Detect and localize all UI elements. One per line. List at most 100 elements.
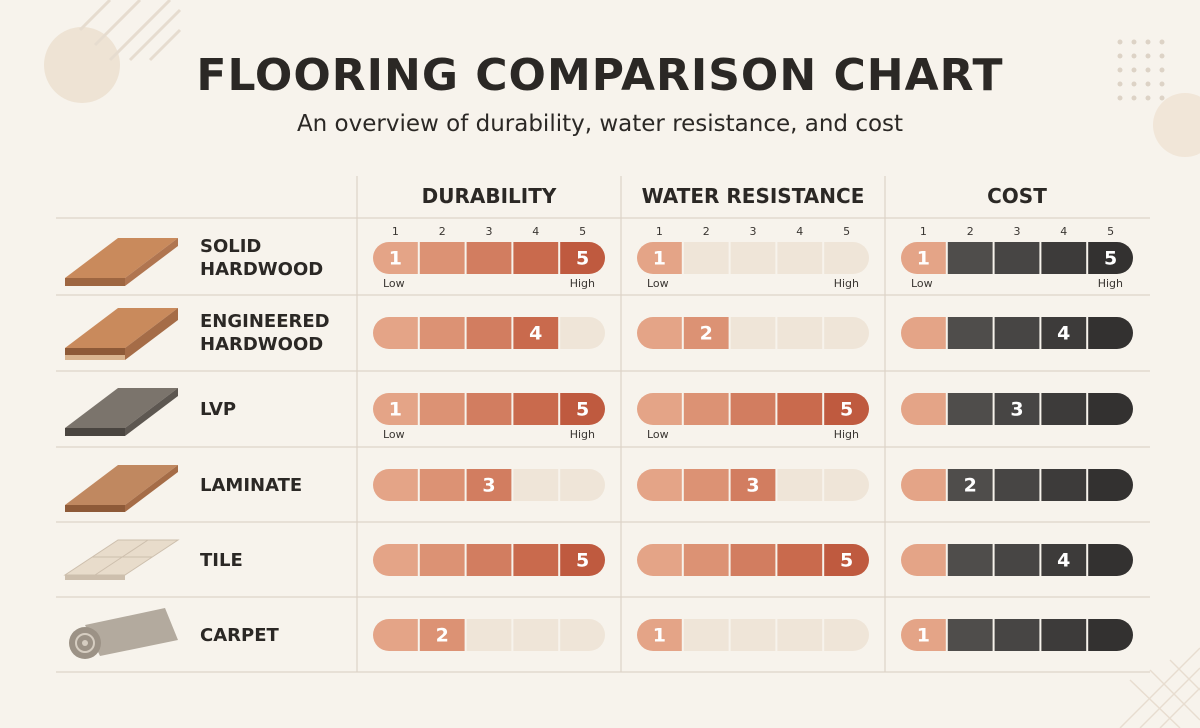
decor-dot: [1159, 39, 1165, 45]
rating-segment: [683, 619, 729, 651]
rating-segment: [637, 242, 682, 274]
rating-segment: [1088, 393, 1133, 425]
rating-segment: [730, 619, 776, 651]
scale-low: Low: [383, 428, 405, 441]
rating-bar: [373, 242, 605, 274]
rating-segment: [1041, 242, 1087, 274]
decor-dot: [1145, 53, 1151, 59]
rating-segment: [373, 619, 418, 651]
rating-value: 4: [529, 323, 542, 345]
rating-segment: [947, 619, 993, 651]
scale-label: 5: [843, 225, 850, 238]
rating-segment: [1041, 317, 1087, 349]
rating-bar: [373, 544, 605, 576]
row-name: SOLID HARDWOOD: [200, 236, 324, 280]
title: FLOORING COMPARISON CHART: [196, 50, 1004, 101]
row-name: LVP: [200, 398, 237, 420]
rating-segment: [637, 393, 682, 425]
icon-lvp: [65, 388, 178, 436]
scale-label: 4: [796, 225, 803, 238]
rating-segment: [373, 317, 418, 349]
rating-segment: [901, 544, 946, 576]
rating-segment: [730, 469, 776, 501]
rating-segment: [513, 317, 559, 349]
decor-dot: [1145, 81, 1151, 87]
scale-label: 1: [656, 225, 663, 238]
rating-segment: [824, 619, 869, 651]
rating-value: 5: [576, 399, 589, 421]
rating-segment: [466, 544, 512, 576]
scale-label: 2: [703, 225, 710, 238]
rating-value: 3: [482, 475, 495, 497]
rating-segment: [637, 469, 682, 501]
rating-segment: [683, 544, 729, 576]
rating-segment: [824, 469, 869, 501]
rating-segment: [947, 393, 993, 425]
decor-dot: [1145, 95, 1151, 101]
scale-label: 5: [579, 225, 586, 238]
rating-segment: [730, 317, 776, 349]
rating-value: 4: [1057, 323, 1070, 345]
rating-segment: [994, 317, 1040, 349]
rating-segment: [1041, 393, 1087, 425]
decor-dot: [1145, 39, 1151, 45]
decor-dot: [1117, 67, 1123, 73]
rating-segment: [560, 317, 605, 349]
rating-value: 1: [653, 625, 666, 647]
rating-segment: [730, 242, 776, 274]
decor-dot: [1131, 81, 1137, 87]
rating-segment: [373, 469, 418, 501]
rating-bar: [637, 619, 869, 651]
rating-bar: [637, 317, 869, 349]
scale-low: Low: [383, 277, 405, 290]
rating-segment: [419, 619, 465, 651]
decor-dot: [1117, 95, 1123, 101]
rating-bar: [373, 469, 605, 501]
column-header: COST: [987, 184, 1047, 208]
scale-label: 2: [439, 225, 446, 238]
rating-segment: [901, 317, 946, 349]
rating-segment: [901, 619, 946, 651]
rating-value: 5: [576, 550, 589, 572]
rating-value: 5: [840, 399, 853, 421]
rating-bar: [373, 393, 605, 425]
rating-segment: [947, 317, 993, 349]
icon-tile: [63, 539, 180, 580]
scale-label: 4: [532, 225, 539, 238]
rating-segment: [373, 544, 418, 576]
scale-low: Low: [647, 277, 669, 290]
icon-engineered-hardwood: [65, 308, 178, 360]
row-name: ENGINEERED HARDWOOD: [200, 311, 330, 355]
rating-segment: [777, 544, 823, 576]
scale-start: 1: [389, 248, 402, 270]
rating-bar: [373, 619, 605, 651]
rating-bar: [901, 469, 1133, 501]
rating-segment: [824, 544, 869, 576]
rating-segment: [466, 242, 512, 274]
rating-value: 5: [1104, 248, 1117, 270]
rating-bar: [637, 544, 869, 576]
rating-value: 1: [653, 248, 666, 270]
icon-laminate: [65, 465, 178, 512]
rating-bar: [637, 393, 869, 425]
rating-segment: [1041, 544, 1087, 576]
rating-segment: [513, 544, 559, 576]
rating-segment: [947, 544, 993, 576]
rating-value: 5: [576, 248, 589, 270]
rating-segment: [637, 544, 682, 576]
rating-segment: [994, 242, 1040, 274]
rating-segment: [419, 317, 465, 349]
rating-segment: [824, 393, 869, 425]
column-header: WATER RESISTANCE: [641, 184, 865, 208]
rating-segment: [466, 393, 512, 425]
scale-high: High: [834, 277, 859, 290]
decor-dot: [1117, 39, 1123, 45]
rating-value: 2: [964, 475, 977, 497]
rating-value: 3: [1010, 399, 1023, 421]
rating-segment: [419, 544, 465, 576]
scale-label: 3: [750, 225, 757, 238]
rating-value: 5: [840, 550, 853, 572]
rating-segment: [947, 469, 993, 501]
